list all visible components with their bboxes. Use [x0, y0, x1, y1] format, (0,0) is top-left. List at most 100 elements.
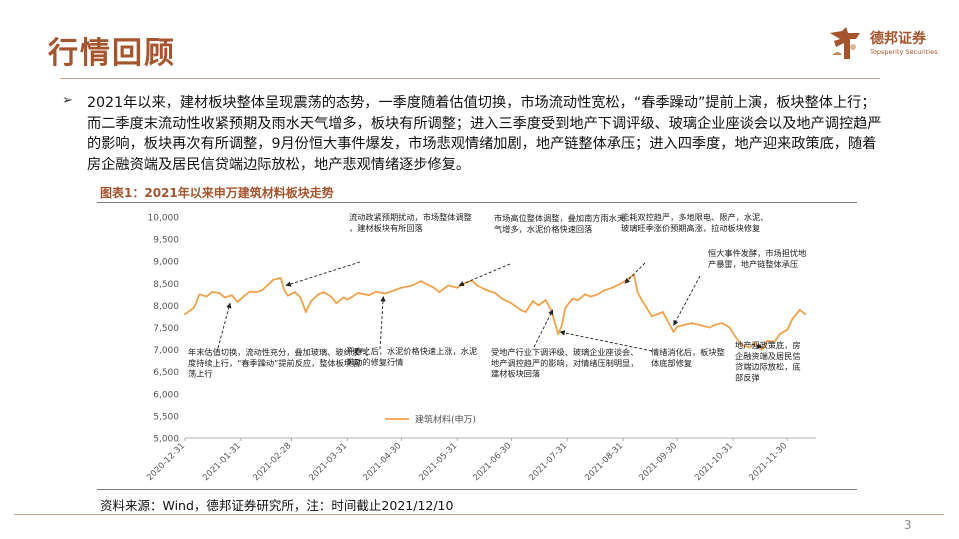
legend-label: 建筑材料(申万) — [415, 414, 476, 426]
data-point — [676, 325, 679, 328]
bullet-arrow-icon: ➢ — [62, 93, 73, 108]
data-point — [779, 333, 781, 335]
data-point — [393, 289, 395, 292]
data-point — [665, 317, 668, 320]
annotation-arrow — [559, 330, 653, 352]
data-point — [322, 291, 325, 293]
data-point — [400, 286, 403, 289]
data-point — [537, 304, 540, 307]
footer-divider — [14, 514, 944, 515]
x-tick-label: 2021-06-30 — [471, 441, 513, 483]
data-point — [804, 313, 807, 316]
x-tick-label: 2020-12-31 — [145, 441, 187, 483]
data-point — [714, 323, 716, 326]
data-point — [249, 290, 251, 293]
data-point — [261, 289, 264, 291]
data-point — [651, 315, 653, 318]
data-point — [501, 297, 504, 300]
data-source-note: 资料来源：Wind，德邦证券研究所，注：时间截止2021/12/10 — [100, 498, 454, 513]
data-point — [510, 302, 513, 305]
data-point — [375, 290, 377, 293]
data-point — [211, 291, 213, 293]
page-number: 3 — [904, 518, 912, 532]
data-point — [602, 289, 605, 292]
annotation-text: 能耗双控趋严，多地限电、限产，水泥、玻璃旺季涨价预期高涨，拉动板块修复 — [621, 212, 768, 233]
y-tick-label: 9,000 — [153, 258, 179, 268]
data-point — [620, 282, 623, 285]
x-tick-label: 2021-01-31 — [201, 441, 243, 483]
y-tick-label: 6,500 — [153, 368, 179, 378]
data-point — [524, 311, 527, 313]
annotation-arrow — [533, 309, 554, 348]
data-point — [279, 277, 282, 279]
x-tick-label: 2021-03-31 — [307, 441, 349, 483]
data-point — [330, 295, 332, 298]
annotation-arrow — [217, 302, 232, 349]
data-point — [485, 289, 487, 291]
annotation-text: 地产迎政策底，房企融资端及居民信贷端边际放松，底部反弹 — [735, 340, 801, 382]
data-point — [550, 308, 552, 311]
data-point — [357, 292, 359, 294]
source-divider — [97, 489, 857, 490]
data-point — [346, 298, 349, 301]
data-point — [661, 311, 664, 313]
data-point — [761, 348, 763, 351]
data-point — [640, 297, 642, 300]
annotation-arrow — [751, 343, 763, 349]
data-point — [223, 296, 226, 299]
bullet-text: 2021年以来，建材板块整体呈现震荡的态势，一季度随着估值切换，市场流动性宽松，… — [87, 95, 882, 173]
data-point — [786, 328, 789, 331]
data-point — [432, 286, 435, 289]
page-title: 行情回顾 — [48, 36, 176, 71]
data-point — [645, 306, 648, 309]
data-point — [753, 342, 756, 344]
data-point — [236, 301, 239, 303]
data-point — [317, 293, 320, 296]
annotation-text: 市场高位整体调整，叠加南方雨水天气增多，水泥价格快速回落 — [494, 213, 625, 234]
y-tick-label: 5,500 — [153, 412, 179, 422]
data-point — [425, 283, 428, 286]
data-point — [597, 293, 599, 296]
data-point — [304, 311, 307, 313]
data-point — [231, 294, 233, 297]
y-tick-label: 7,000 — [153, 346, 179, 356]
data-point — [557, 333, 560, 335]
data-point — [299, 296, 302, 299]
data-point — [368, 294, 370, 297]
annotation-text: 恒大事件发酵，市场担忧地产暴雷，地产链整体承压 — [708, 248, 806, 269]
y-tick-label: 6,000 — [153, 390, 179, 400]
data-point — [294, 291, 296, 293]
annotation-arrow — [285, 261, 361, 287]
data-point — [447, 284, 450, 287]
x-tick-label: 2021-11-30 — [747, 441, 789, 483]
data-point — [699, 324, 702, 327]
data-point — [198, 293, 201, 296]
y-tick-label: 8,500 — [153, 280, 179, 290]
x-tick-label: 2021-02-28 — [251, 441, 293, 483]
data-point — [420, 280, 423, 282]
x-tick-label: 2021-04-30 — [361, 441, 403, 483]
data-point — [589, 295, 592, 298]
data-point — [411, 284, 414, 287]
data-point — [690, 322, 693, 324]
data-point — [625, 278, 628, 281]
annotation-arrow — [379, 296, 386, 350]
x-tick-label: 2021-05-31 — [417, 441, 459, 483]
x-tick-label: 2021-10-31 — [693, 441, 735, 483]
y-tick-label: 5,000 — [153, 435, 179, 445]
data-point — [193, 306, 195, 309]
data-point — [748, 346, 751, 349]
logo-chinese-name: 德邦证券 — [870, 31, 926, 47]
data-point — [218, 292, 221, 294]
data-point — [272, 278, 275, 281]
x-tick-label: 2021-09-30 — [637, 441, 679, 483]
data-point — [205, 295, 208, 298]
annotation-text: 年末估值切换，流动性充分，叠加玻璃、玻纤景气度持续上行，“春季躁动”提前反应，整… — [188, 347, 368, 379]
sector-trend-chart: 10,000 9,500 9,000 8,500 8,000 7,500 7,000 6,50… — [145, 212, 816, 483]
data-point — [184, 313, 186, 316]
data-point — [611, 286, 614, 289]
data-point — [456, 286, 459, 289]
data-point — [384, 292, 386, 295]
annotation-text: 情绪消化后，板块整体底部修复 — [651, 347, 725, 368]
data-point — [791, 317, 794, 320]
